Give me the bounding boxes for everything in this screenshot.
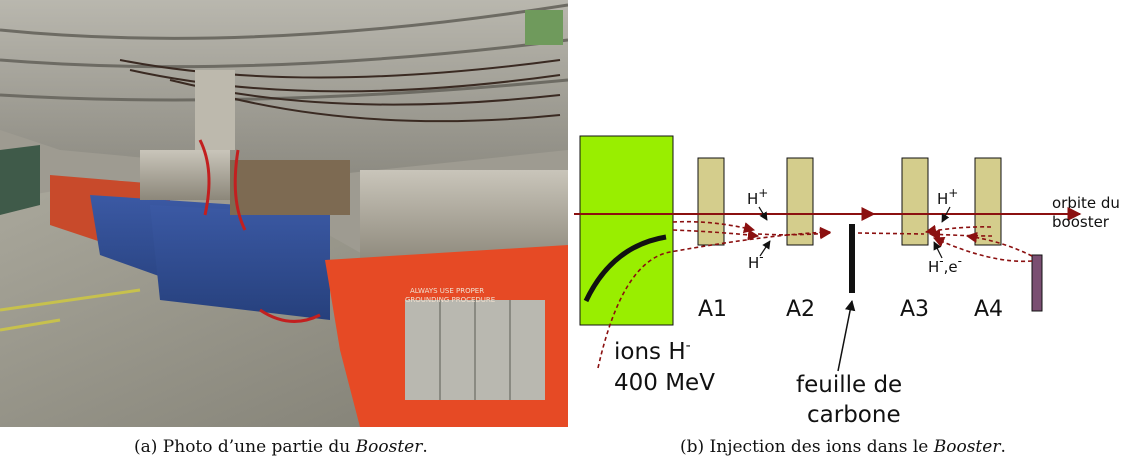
- orbit-label-line1: orbite du: [1052, 194, 1120, 212]
- magnet-label-a4: A4: [974, 297, 1003, 322]
- injection-bend: [583, 234, 667, 303]
- h-minus-electron-label: H-,e-: [928, 254, 962, 276]
- magnet-a1: [697, 157, 725, 246]
- magnet-label-a3: A3: [900, 297, 929, 322]
- beam-dump: [1031, 254, 1043, 312]
- orbit-label-line2: booster: [1052, 213, 1110, 231]
- h-plus-label-left: H+: [747, 186, 768, 208]
- foil-label-line2: carbone: [807, 402, 901, 428]
- h-plus-label-right: H+: [937, 186, 958, 208]
- magnet-a3: [901, 157, 929, 246]
- grounding-panel-text-2: GROUNDING PROCEDURE: [405, 296, 495, 304]
- booster-tunnel-photo: ALWAYS USE PROPER GROUNDING PROCEDURE: [0, 0, 568, 427]
- grounding-panel-text-1: ALWAYS USE PROPER: [410, 287, 484, 295]
- caption-b: (b) Injection des ions dans le Booster.: [680, 437, 1006, 457]
- carbon-foil: [849, 224, 855, 293]
- caption-a: (a) Photo d’une partie du Booster.: [134, 437, 428, 457]
- h-minus-label-left: H-: [748, 250, 764, 272]
- magnet-a2: [786, 157, 814, 246]
- injection-diagram: A1 A2 A3 A4 orbite du booster H+ H- H+ H…: [574, 135, 1120, 428]
- dipole-magnet: [579, 135, 674, 326]
- ion-label-line2: 400 MeV: [614, 370, 715, 396]
- magnet-label-a1: A1: [698, 297, 727, 322]
- magnet-a4: [974, 157, 1002, 246]
- ion-trajectories: [597, 220, 1033, 369]
- foil-label-line1: feuille de: [796, 372, 902, 398]
- ion-label-line1: ions H-: [614, 338, 691, 365]
- magnet-label-a2: A2: [786, 297, 815, 322]
